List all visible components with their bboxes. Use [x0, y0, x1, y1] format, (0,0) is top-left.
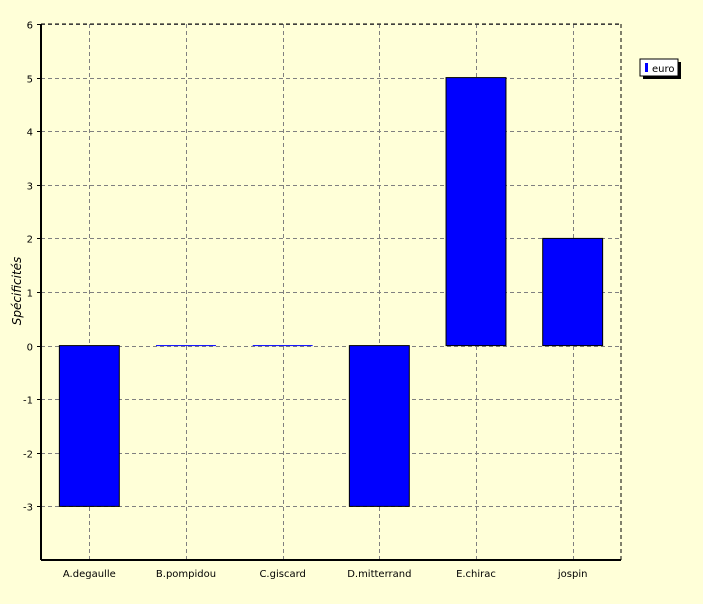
bar-B.pompidou[interactable] [156, 345, 216, 347]
y-axis-title: Spécificités [10, 257, 24, 326]
y-tick-label: 3 [27, 182, 33, 193]
bar-D.mitterrand[interactable] [348, 345, 410, 507]
y-tick-label: 4 [27, 128, 33, 139]
x-tick-label: B.pompidou [156, 569, 216, 580]
bar-A.degaulle[interactable] [58, 345, 120, 507]
y-tick-label: -2 [23, 450, 33, 461]
y-tick-labels: 6 5 4 3 2 1 0 -1 -2 -3 [23, 21, 33, 514]
grid-lines [41, 24, 621, 560]
legend-swatch-euro [645, 63, 648, 72]
bars [58, 77, 604, 507]
x-tick-label: E.chirac [456, 569, 496, 580]
bar-jospin[interactable] [542, 237, 604, 347]
y-tick-label: -3 [23, 503, 33, 514]
y-tick-label: 1 [27, 289, 33, 300]
legend-label-euro: euro [652, 64, 675, 75]
y-tick-label: 5 [27, 75, 33, 86]
axes [37, 23, 622, 561]
x-tick-label: C.giscard [259, 569, 305, 580]
y-tick-label: 0 [27, 343, 33, 354]
bar-C.giscard[interactable] [252, 345, 313, 347]
x-tick-label: A.degaulle [63, 569, 116, 580]
legend[interactable]: euro [639, 58, 681, 79]
y-tick-label: -1 [23, 396, 33, 407]
bar-E.chirac[interactable] [445, 77, 507, 347]
x-tick-label: jospin [557, 569, 588, 580]
y-tick-label: 2 [27, 235, 33, 246]
x-tick-label: D.mitterrand [347, 569, 411, 580]
legend-box [639, 58, 679, 77]
x-tick-labels: A.degaulle B.pompidou C.giscard D.mitterran… [63, 569, 588, 580]
y-tick-label: 6 [27, 21, 33, 32]
